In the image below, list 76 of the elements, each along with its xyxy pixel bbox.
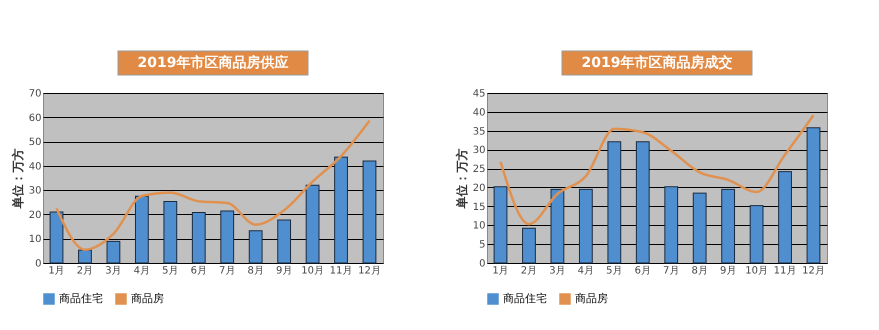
x-tick-label: 3月 bbox=[549, 266, 566, 276]
bar bbox=[306, 184, 320, 264]
line-series bbox=[499, 114, 815, 226]
bar bbox=[494, 186, 508, 264]
y-tick-label: 5 bbox=[479, 240, 486, 251]
bar bbox=[636, 141, 650, 264]
x-tick-label: 6月 bbox=[190, 266, 207, 276]
x-tick-label: 5月 bbox=[162, 266, 179, 276]
legend-label: 商品房 bbox=[575, 292, 608, 305]
bar bbox=[550, 188, 564, 264]
y-tick-label: 30 bbox=[472, 145, 486, 156]
x-tick-label: 12月 bbox=[358, 266, 381, 276]
bar bbox=[134, 196, 149, 264]
bar bbox=[750, 205, 764, 264]
x-tick-label: 9月 bbox=[276, 266, 292, 276]
x-tick-label: 9月 bbox=[720, 266, 736, 276]
bar bbox=[78, 250, 92, 264]
x-tick-label: 8月 bbox=[691, 266, 708, 276]
y-tick-label: 30 bbox=[28, 186, 42, 197]
x-tick-label: 11月 bbox=[330, 266, 352, 276]
bar bbox=[692, 192, 707, 264]
x-tick-label: 7月 bbox=[219, 266, 236, 276]
y-axis-title: 单位：万方 bbox=[10, 148, 25, 210]
x-tick-label: 7月 bbox=[663, 266, 680, 276]
y-tick-label: 60 bbox=[28, 112, 42, 124]
bar bbox=[578, 188, 593, 264]
y-tick-label: 40 bbox=[28, 161, 42, 172]
x-tick-label: 2月 bbox=[76, 266, 94, 276]
bar bbox=[192, 212, 206, 264]
x-tick-label: 4月 bbox=[578, 266, 594, 276]
bar bbox=[664, 186, 678, 264]
bar bbox=[806, 127, 820, 264]
bar bbox=[778, 171, 792, 264]
bar bbox=[220, 210, 234, 264]
bar bbox=[248, 230, 263, 264]
x-tick-label: 4月 bbox=[134, 266, 150, 276]
line-series bbox=[55, 119, 371, 251]
legend-label: 商品住宅 bbox=[59, 292, 103, 305]
chart-title: 2019年市区商品房供应 bbox=[138, 54, 288, 71]
x-tick-label: 10月 bbox=[301, 266, 324, 276]
y-tick-label: 25 bbox=[472, 164, 486, 176]
x-tick-label: 8月 bbox=[247, 266, 264, 276]
y-tick-label: 50 bbox=[28, 137, 42, 148]
x-tick-label: 10月 bbox=[745, 266, 768, 276]
bar bbox=[106, 240, 120, 264]
bar bbox=[522, 228, 536, 264]
bar bbox=[163, 201, 178, 264]
y-tick-label: 15 bbox=[472, 202, 486, 213]
legend-label: 商品房 bbox=[131, 292, 164, 305]
y-tick-label: 40 bbox=[472, 107, 486, 118]
bar bbox=[362, 160, 376, 264]
y-tick-label: 70 bbox=[28, 88, 42, 100]
y-tick-label: 10 bbox=[472, 220, 486, 232]
y-tick-label: 20 bbox=[28, 210, 42, 221]
y-tick-label: 45 bbox=[472, 88, 486, 100]
bar bbox=[721, 188, 736, 264]
y-tick-label: 0 bbox=[35, 258, 42, 270]
x-tick-label: 1月 bbox=[492, 266, 509, 276]
x-tick-label: 5月 bbox=[606, 266, 623, 276]
y-tick-label: 0 bbox=[479, 258, 486, 270]
x-tick-label: 11月 bbox=[774, 266, 796, 276]
x-tick-label: 2月 bbox=[520, 266, 538, 276]
legend-label: 商品住宅 bbox=[503, 292, 547, 305]
y-tick-label: 10 bbox=[28, 234, 42, 246]
x-tick-label: 6月 bbox=[634, 266, 651, 276]
y-tick-label: 20 bbox=[472, 182, 486, 194]
chart-title: 2019年市区商品房成交 bbox=[582, 54, 732, 71]
x-tick-label: 3月 bbox=[105, 266, 122, 276]
x-tick-label: 1月 bbox=[48, 266, 65, 276]
y-tick-label: 35 bbox=[472, 126, 486, 138]
x-tick-label: 12月 bbox=[802, 266, 825, 276]
bar bbox=[50, 212, 64, 264]
y-axis-title: 单位：万方 bbox=[454, 148, 469, 210]
bar bbox=[277, 220, 292, 264]
bar bbox=[607, 141, 622, 264]
bar bbox=[334, 156, 348, 264]
